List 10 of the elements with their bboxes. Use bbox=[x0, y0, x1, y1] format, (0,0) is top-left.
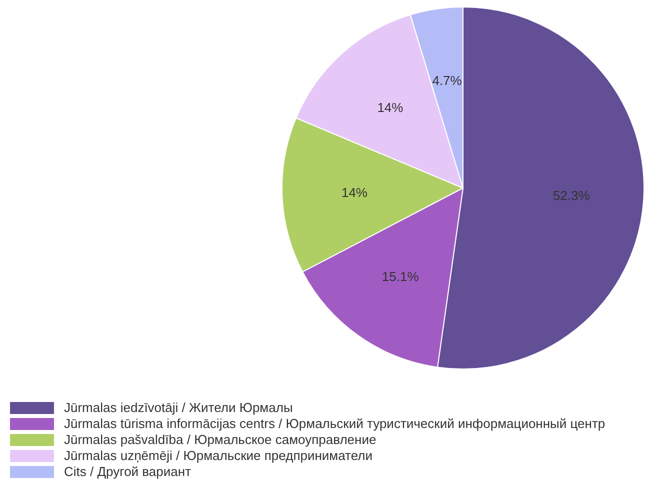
legend-label: Jūrmalas pašvaldība / Юрмальское самоуправление bbox=[64, 432, 376, 448]
legend-label: Cits / Другой вариант bbox=[64, 464, 192, 480]
data-label: 14% bbox=[377, 100, 404, 115]
data-label: 14% bbox=[341, 185, 368, 200]
data-label: 15.1% bbox=[382, 269, 420, 284]
legend-label: Jūrmalas tūrisma informācijas centrs / Юрмальский туристический информационный центр bbox=[64, 416, 606, 432]
legend-label: Jūrmalas iedzīvotāji / Жители Юрмалы bbox=[64, 400, 293, 416]
legend-label: Jūrmalas uzņēmēji / Юрмальские предприниматели bbox=[64, 448, 372, 464]
data-label: 52.3% bbox=[552, 188, 590, 204]
data-label: 4.7% bbox=[432, 73, 462, 88]
